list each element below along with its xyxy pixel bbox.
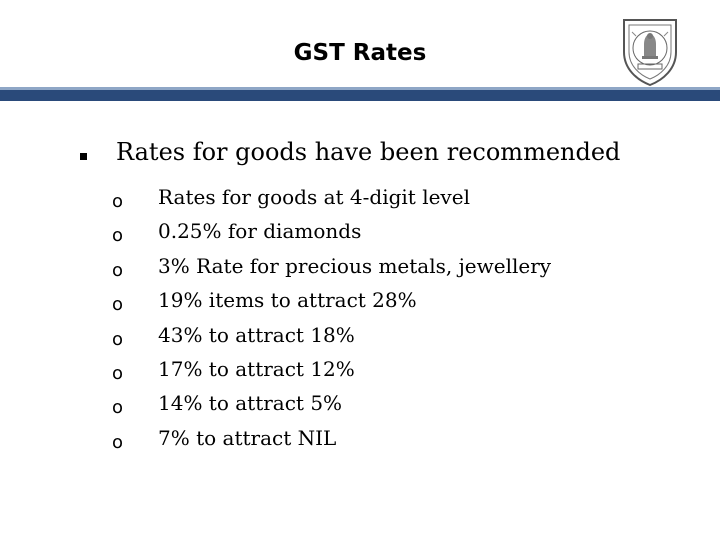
circle-bullet-icon: o	[112, 431, 124, 453]
list-item-text: 3% Rate for precious metals, jewellery	[158, 253, 552, 278]
circle-bullet-icon: o	[112, 294, 124, 316]
list-item-text: Rates for goods at 4-digit level	[158, 185, 470, 209]
list-item-text: 19% items to attract 28%	[158, 288, 417, 313]
list-item-text: 43% to attract 18%	[158, 322, 355, 347]
circle-bullet-icon: o	[112, 328, 124, 350]
circle-bullet-icon: o	[112, 191, 124, 212]
emblem-shield-logo	[618, 14, 682, 88]
circle-bullet-icon: o	[112, 225, 124, 247]
circle-bullet-icon: o	[112, 397, 124, 419]
circle-bullet-icon: o	[112, 259, 124, 281]
list-item-text: 14% to attract 5%	[158, 391, 343, 416]
list-item-text: 17% to attract 12%	[158, 356, 355, 381]
header-band-highlight	[0, 87, 720, 90]
list-item-text: 0.25% for diamonds	[158, 219, 362, 244]
header-band	[0, 90, 720, 101]
circle-bullet-icon: o	[112, 362, 124, 384]
emblem-shield-icon	[623, 19, 677, 87]
list-item-text: 7% to attract NIL	[158, 425, 337, 450]
main-bullet-text: Rates for goods have been recommended	[116, 138, 621, 166]
square-bullet-icon	[80, 153, 87, 160]
slide-title: GST Rates	[293, 40, 427, 66]
